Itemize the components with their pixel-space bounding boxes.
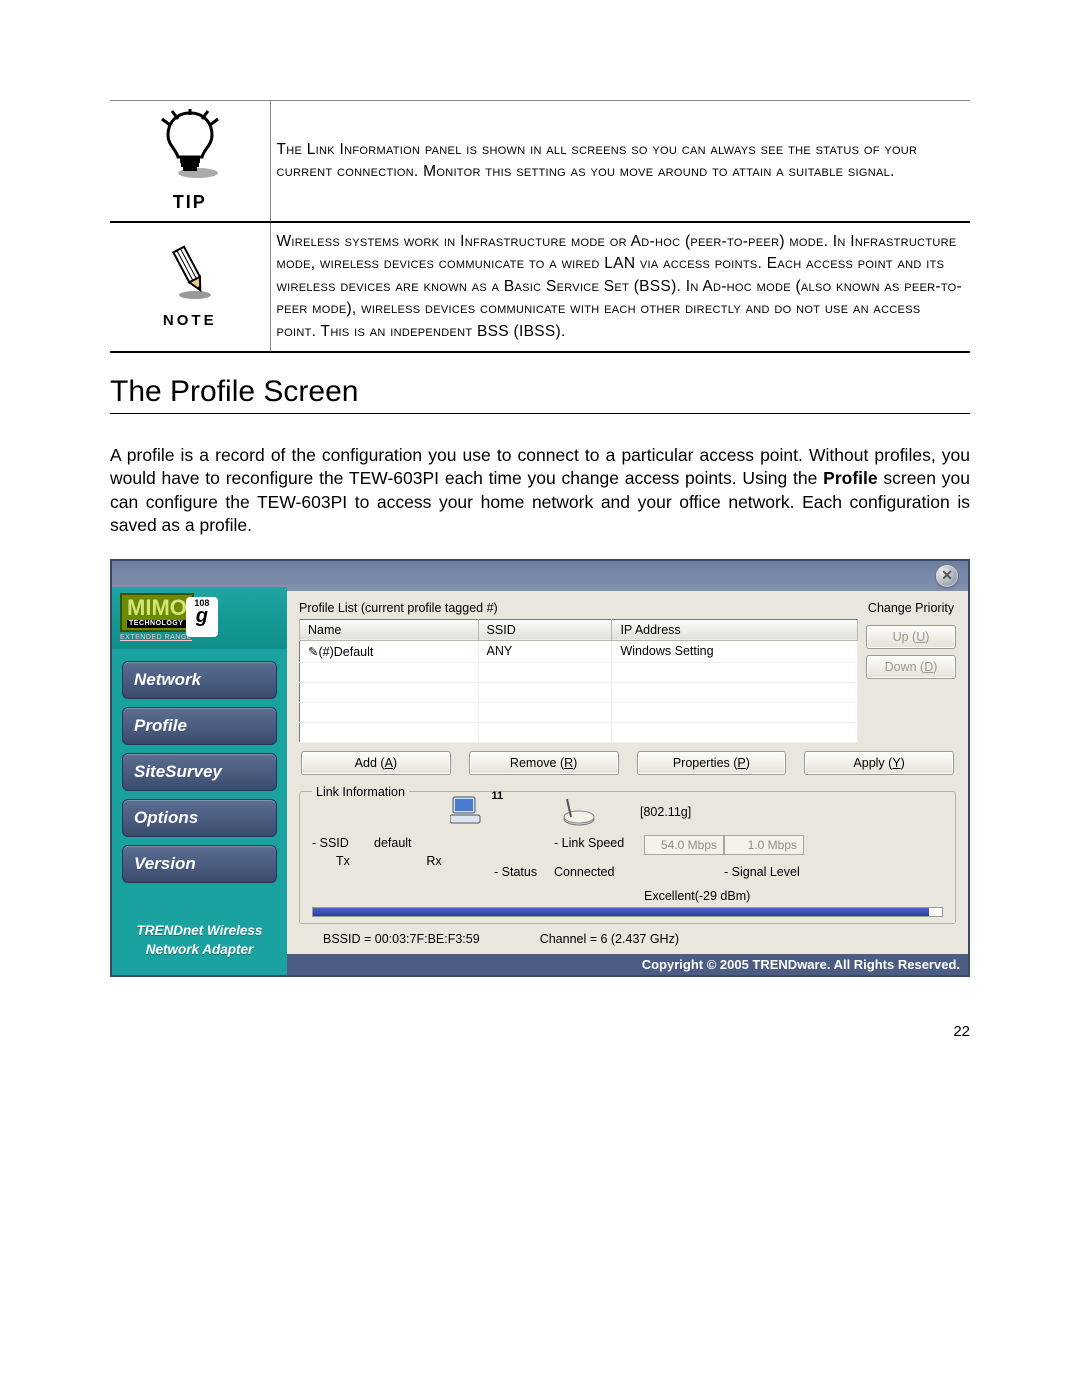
signal-bar: [312, 907, 943, 917]
properties-button[interactable]: Properties (P): [637, 751, 787, 775]
signal-label: - Signal Level: [724, 865, 804, 879]
body-text-bold: Profile: [823, 468, 877, 488]
col-ssid[interactable]: SSID: [478, 619, 612, 640]
rx-label: Rx: [374, 854, 494, 868]
notes-table: TIP The Link Information panel is shown …: [110, 100, 970, 353]
tip-label: TIP: [116, 192, 264, 213]
ap-icon: [561, 793, 597, 830]
note-icon-cell: NOTE: [110, 223, 270, 352]
cell-ssid: ANY: [478, 640, 612, 662]
cell-name: ✎(#)Default: [300, 640, 479, 662]
down-button[interactable]: Down (D): [866, 655, 956, 679]
ssid-label: - SSID: [312, 836, 374, 850]
section-heading: The Profile Screen: [110, 375, 970, 414]
channel-text: Channel = 6 (2.437 GHz): [540, 932, 679, 946]
cell-ip: Windows Setting: [612, 640, 858, 662]
tip-text: The Link Information panel is shown in a…: [270, 101, 970, 222]
tip-icon-cell: TIP: [110, 101, 270, 222]
sidebar-footer-1: TRENDnet Wireless: [137, 923, 263, 938]
note-label: NOTE: [116, 312, 264, 329]
link-info-legend: Link Information: [312, 785, 409, 799]
signal-value: Excellent(-29 dBm): [644, 889, 804, 903]
main-panel: Profile List (current profile tagged #) …: [287, 591, 968, 975]
logo: MIMO TECHNOLOGY 108g EXTENDED RANGE: [112, 587, 287, 649]
lightbulb-icon: [158, 109, 222, 181]
tx-label: Tx: [312, 854, 374, 868]
profile-list-label: Profile List (current profile tagged #): [299, 601, 498, 615]
nav-sitesurvey[interactable]: SiteSurvey: [122, 753, 277, 791]
app-window: ✕ MIMO TECHNOLOGY 108g EXTENDED RANGE Ne…: [110, 559, 970, 977]
status-value: Connected: [554, 865, 644, 879]
table-row[interactable]: ✎(#)Default ANY Windows Setting: [300, 640, 858, 662]
linkspeed-label: - Link Speed: [554, 836, 644, 850]
col-name[interactable]: Name: [300, 619, 479, 640]
nav-network[interactable]: Network: [122, 661, 277, 699]
nav-profile[interactable]: Profile: [122, 707, 277, 745]
sidebar: MIMO TECHNOLOGY 108g EXTENDED RANGE Netw…: [112, 591, 287, 975]
mode-label: [802.11g]: [640, 805, 691, 819]
cell-name-text: (#)Default: [318, 645, 373, 659]
computer-icon: 11: [450, 793, 501, 830]
nav-options[interactable]: Options: [122, 799, 277, 837]
ssid-value: default: [374, 836, 494, 850]
status-label: - Status: [494, 865, 554, 879]
document-page: TIP The Link Information panel is shown …: [0, 0, 1080, 1080]
apply-button[interactable]: Apply (Y): [804, 751, 954, 775]
page-number: 22: [110, 1023, 970, 1040]
pencil-icon: [167, 245, 213, 301]
rx-value: 1.0 Mbps: [724, 835, 804, 855]
bssid-text: BSSID = 00:03:7F:BE:F3:59: [323, 932, 480, 946]
sidebar-footer-2: Network Adapter: [146, 942, 254, 957]
sidebar-footer: TRENDnet Wireless Network Adapter: [122, 922, 277, 958]
logo-tech: TECHNOLOGY: [127, 620, 187, 628]
profile-table[interactable]: Name SSID IP Address ✎(#)Default ANY Win…: [299, 619, 858, 743]
copyright: Copyright © 2005 TRENDware. All Rights R…: [287, 954, 968, 975]
close-icon[interactable]: ✕: [936, 565, 958, 587]
col-ip[interactable]: IP Address: [612, 619, 858, 640]
tx-value: 54.0 Mbps: [644, 835, 724, 855]
nav-version[interactable]: Version: [122, 845, 277, 883]
note-text: Wireless systems work in Infrastructure …: [270, 223, 970, 352]
up-button[interactable]: Up (U): [866, 625, 956, 649]
signal-strength: 11: [491, 790, 503, 802]
logo-brand: MIMO: [127, 595, 187, 620]
change-priority-label: Change Priority: [866, 601, 956, 615]
add-button[interactable]: Add (A): [301, 751, 451, 775]
remove-button[interactable]: Remove (R): [469, 751, 619, 775]
body-paragraph: A profile is a record of the configurati…: [110, 444, 970, 536]
link-info-box: Link Information 11: [299, 785, 956, 924]
